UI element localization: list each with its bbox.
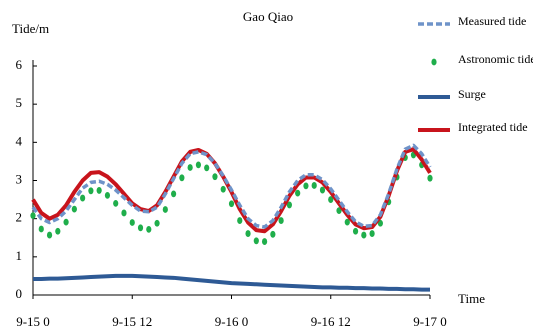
y-tick-label: 4 bbox=[16, 133, 23, 148]
data-point bbox=[171, 190, 177, 198]
data-point bbox=[228, 200, 235, 208]
data-point bbox=[295, 189, 301, 197]
data-point bbox=[38, 225, 44, 233]
data-point bbox=[129, 219, 135, 226]
data-point bbox=[154, 219, 160, 227]
x-tick-label: 9-16 12 bbox=[311, 314, 351, 329]
data-point bbox=[344, 218, 350, 226]
data-point bbox=[369, 230, 375, 237]
data-point bbox=[319, 186, 326, 194]
data-point bbox=[352, 227, 359, 235]
data-point bbox=[237, 217, 243, 224]
data-point bbox=[286, 201, 292, 209]
legend-label: Measured tide bbox=[458, 14, 526, 28]
series-line bbox=[33, 273, 430, 292]
data-point bbox=[361, 231, 367, 239]
legend-marker bbox=[431, 58, 437, 66]
data-point bbox=[270, 230, 276, 238]
data-point bbox=[80, 194, 86, 202]
data-point bbox=[104, 191, 111, 199]
x-axis-label: Time bbox=[458, 291, 485, 306]
legend-label: Integrated tide bbox=[458, 120, 528, 134]
x-tick-label: 9-16 0 bbox=[215, 314, 249, 329]
data-point bbox=[427, 174, 433, 182]
data-point bbox=[261, 238, 268, 245]
data-point bbox=[146, 225, 152, 233]
data-point bbox=[204, 164, 210, 172]
x-tick-label: 9-17 0 bbox=[413, 314, 447, 329]
data-point bbox=[162, 206, 168, 213]
x-tick-label: 9-15 12 bbox=[112, 314, 152, 329]
y-tick-label: 5 bbox=[16, 95, 23, 110]
data-point bbox=[71, 205, 77, 213]
data-point bbox=[220, 185, 226, 193]
x-tick-label: 9-15 0 bbox=[16, 314, 50, 329]
legend-label: Surge bbox=[458, 87, 486, 101]
data-point bbox=[55, 227, 61, 235]
data-point bbox=[253, 237, 259, 245]
data-point bbox=[336, 207, 342, 215]
data-point bbox=[121, 209, 127, 217]
y-axis-label: Tide/m bbox=[12, 21, 49, 36]
data-point bbox=[187, 164, 193, 171]
legend-label: Astronomic tide bbox=[458, 52, 533, 66]
y-tick-label: 0 bbox=[16, 286, 23, 301]
data-point bbox=[179, 174, 185, 182]
data-point bbox=[328, 196, 334, 203]
data-point bbox=[46, 231, 53, 239]
data-point bbox=[195, 161, 202, 169]
data-point bbox=[63, 218, 69, 226]
data-point bbox=[88, 187, 94, 195]
data-point bbox=[137, 224, 144, 232]
y-tick-label: 3 bbox=[16, 171, 23, 186]
y-tick-label: 1 bbox=[16, 248, 23, 263]
data-point bbox=[303, 182, 309, 190]
data-point bbox=[30, 212, 36, 220]
chart-title: Gao Qiao bbox=[243, 9, 293, 24]
data-point bbox=[311, 182, 317, 189]
data-point bbox=[212, 173, 218, 181]
y-tick-label: 6 bbox=[16, 57, 23, 72]
y-tick-label: 2 bbox=[16, 210, 23, 225]
data-point bbox=[278, 217, 284, 224]
series-line bbox=[31, 143, 432, 229]
data-point bbox=[245, 230, 251, 237]
data-point bbox=[96, 187, 102, 194]
data-point bbox=[113, 200, 119, 207]
